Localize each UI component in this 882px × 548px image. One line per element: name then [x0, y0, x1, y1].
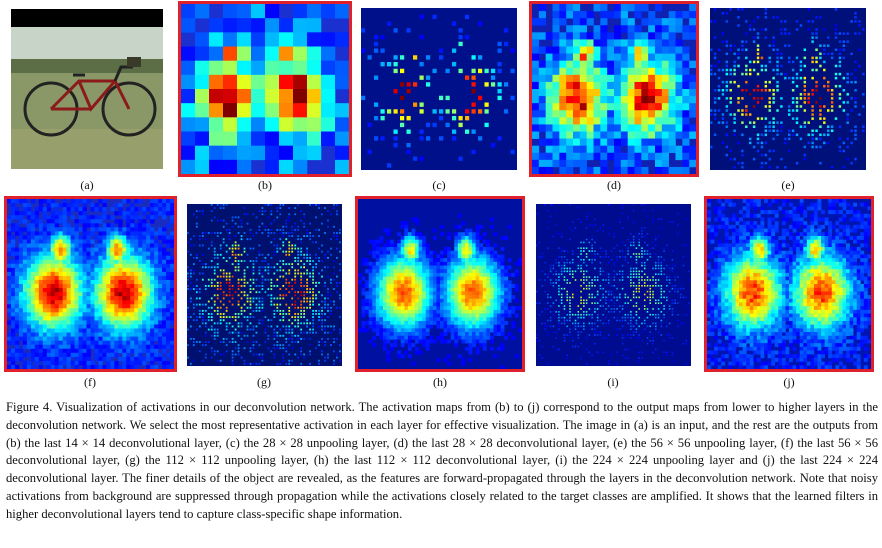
panel-f-activation — [4, 196, 177, 372]
panel-j-activation — [704, 196, 874, 372]
heatmap-f — [7, 199, 174, 369]
heatmap-h — [358, 199, 522, 369]
heatmap-j — [707, 199, 871, 369]
heatmap-d — [532, 4, 696, 174]
panel-e-label: (e) — [781, 178, 795, 192]
caption-text: Figure 4. Visualization of activations i… — [6, 400, 878, 521]
heatmap-b — [181, 4, 349, 174]
panel-g-label: (g) — [257, 375, 271, 389]
panel-d-label: (d) — [607, 178, 621, 192]
panel-j-label: (j) — [783, 375, 795, 389]
panel-b-label: (b) — [258, 178, 272, 192]
panel-e-activation — [710, 8, 866, 170]
panel-i-label: (i) — [607, 375, 619, 389]
panel-i-activation — [536, 204, 691, 366]
heatmap-c — [361, 8, 517, 170]
heatmap-e — [710, 8, 866, 170]
heatmap-g — [187, 204, 342, 366]
panel-a-input-image — [11, 9, 163, 169]
panel-d-activation — [529, 1, 699, 177]
heatmap-i — [536, 204, 691, 366]
bicycle-photo — [11, 9, 163, 169]
panel-b-activation — [178, 1, 352, 177]
panel-g-activation — [187, 204, 342, 366]
panel-c-label: (c) — [432, 178, 446, 192]
figure-caption: Figure 4. Visualization of activations i… — [6, 399, 878, 524]
panel-h-label: (h) — [433, 375, 447, 389]
panel-c-activation — [361, 8, 517, 170]
panel-a-label: (a) — [80, 178, 94, 192]
panel-f-label: (f) — [84, 375, 96, 389]
panel-h-activation — [355, 196, 525, 372]
